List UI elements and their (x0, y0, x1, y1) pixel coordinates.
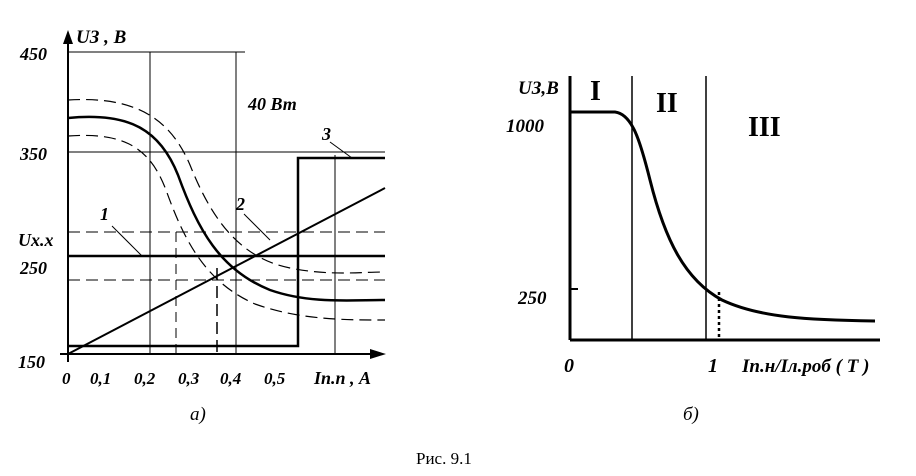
x-axis-label-b: Iп.н/Iл.роб ( Т ) (741, 356, 869, 377)
panel-b: UЗ,В I II III 1000 250 0 1 Iп.н/Iл.роб (… (506, 76, 880, 425)
y-tick-350: 350 (19, 144, 47, 164)
y-tick-150: 150 (18, 352, 45, 372)
x-axis-a-arrow (370, 349, 386, 359)
curve-label-1: 1 (100, 204, 109, 224)
curve-3-step (68, 156, 385, 348)
curve-2-line (67, 187, 386, 355)
label-1-leader (111, 225, 143, 257)
u-xx-label: Ux.x (18, 230, 54, 250)
y-tick-250: 250 (19, 258, 47, 278)
figure-caption: Рис. 9.1 (416, 449, 472, 468)
region-label-1: I (590, 76, 601, 107)
x-tick-05: 0,5 (264, 369, 286, 388)
region-label-3: III (748, 112, 781, 143)
y-axis-label-a: UЗ , В (76, 27, 126, 48)
x-tick-01: 0,1 (90, 369, 111, 388)
b-characteristic-curve (570, 110, 876, 323)
label-3-leader (329, 141, 353, 159)
curve-label-2: 2 (235, 194, 245, 214)
x-tick-03: 0,3 (178, 369, 200, 388)
x-tick-02: 0,2 (134, 369, 156, 388)
panel-a-label: а) (190, 404, 206, 425)
panel-b-label: б) (683, 404, 699, 425)
y-axis-a-arrow (63, 30, 73, 44)
s-curve-main (67, 115, 386, 302)
x-tick-0: 0 (62, 369, 71, 388)
s-curve-lower-dashed (67, 134, 386, 321)
power-label: 40 Вт (247, 94, 297, 114)
x-tick-1-b: 1 (708, 355, 718, 377)
x-axis-label-a: Iп.п , А (313, 368, 371, 388)
y-tick-1000: 1000 (506, 116, 545, 137)
s-curve-upper-dashed (67, 98, 386, 274)
curve-label-3: 3 (321, 124, 331, 144)
x-tick-0-b: 0 (564, 355, 574, 377)
panel-a: UЗ , В 450 350 Ux.x 250 150 0 0,1 0,2 0,… (18, 27, 386, 425)
x-tick-04: 0,4 (220, 369, 241, 388)
y-axis-label-b: UЗ,В (518, 78, 559, 99)
label-2-leader (243, 213, 271, 241)
y-tick-450: 450 (19, 44, 47, 64)
y-tick-250-b: 250 (517, 288, 547, 309)
region-label-2: II (656, 88, 678, 119)
